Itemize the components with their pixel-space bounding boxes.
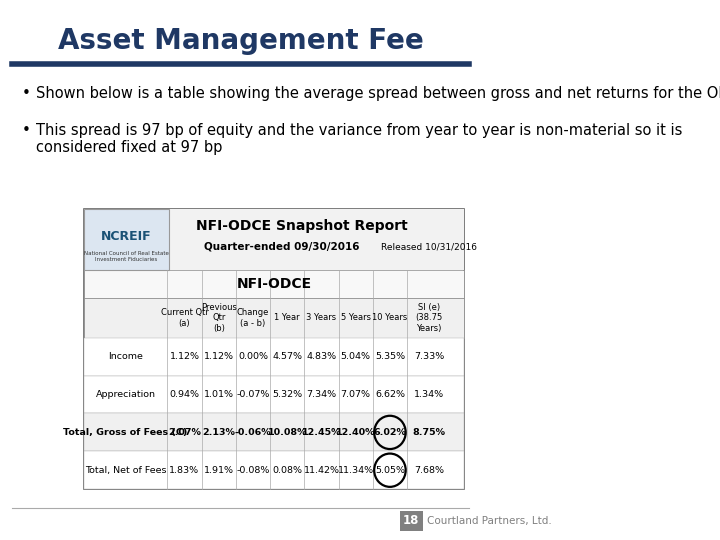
Bar [84,298,464,338]
Text: Total, Gross of Fees (C): Total, Gross of Fees (C) [63,428,188,437]
Text: -0.08%: -0.08% [236,465,270,475]
Text: 0.08%: 0.08% [272,465,302,475]
Text: 1.91%: 1.91% [204,465,234,475]
Text: 5 Years: 5 Years [341,313,371,322]
Text: 12.45%: 12.45% [302,428,341,437]
Text: •: • [22,86,31,100]
Bar [84,376,464,414]
Text: Appreciation: Appreciation [96,390,156,399]
Text: 1.12%: 1.12% [169,352,199,361]
Text: 10 Years: 10 Years [372,313,408,322]
Text: Released 10/31/2016: Released 10/31/2016 [381,242,477,251]
Text: -0.06%: -0.06% [235,428,271,437]
Text: 8.75%: 8.75% [413,428,446,437]
Text: 10.08%: 10.08% [267,428,307,437]
Text: 4.83%: 4.83% [307,352,336,361]
Text: 7.68%: 7.68% [414,465,444,475]
Text: 2.13%: 2.13% [202,428,235,437]
Text: Change
(a - b): Change (a - b) [237,308,269,328]
Bar [84,208,464,270]
Text: 7.33%: 7.33% [414,352,444,361]
Text: Previous
Qtr
(b): Previous Qtr (b) [201,303,237,333]
Text: 6.02%: 6.02% [374,428,406,437]
Bar [84,414,464,451]
Text: Current Qtr
(a): Current Qtr (a) [161,308,208,328]
Text: NCREIF: NCREIF [101,230,152,242]
Bar [84,338,464,376]
Text: 3 Years: 3 Years [307,313,336,322]
Text: Asset Management Fee: Asset Management Fee [58,27,423,55]
Text: 2.07%: 2.07% [168,428,201,437]
Text: Quarter-ended 09/30/2016: Quarter-ended 09/30/2016 [204,241,359,252]
Bar [400,510,423,531]
Text: 0.00%: 0.00% [238,352,268,361]
Text: 11.34%: 11.34% [338,465,374,475]
Text: 11.42%: 11.42% [303,465,339,475]
Text: 7.07%: 7.07% [341,390,371,399]
Text: Shown below is a table showing the average spread between gross and net returns : Shown below is a table showing the avera… [36,86,720,100]
Text: SI (e)
(38.75
Years): SI (e) (38.75 Years) [415,303,443,333]
Bar [84,270,464,298]
Text: 1.01%: 1.01% [204,390,234,399]
Text: -0.07%: -0.07% [236,390,270,399]
Text: 0.94%: 0.94% [169,390,199,399]
Text: 7.34%: 7.34% [307,390,336,399]
Text: 6.62%: 6.62% [375,390,405,399]
Text: 18: 18 [403,514,420,527]
Text: 5.04%: 5.04% [341,352,371,361]
Text: Courtland Partners, Ltd.: Courtland Partners, Ltd. [427,516,552,525]
Text: Total, Net of Fees: Total, Net of Fees [85,465,166,475]
Text: 5.05%: 5.05% [375,465,405,475]
Text: 12.40%: 12.40% [336,428,375,437]
Text: 5.35%: 5.35% [375,352,405,361]
Text: Income: Income [108,352,143,361]
Text: 1.34%: 1.34% [414,390,444,399]
Text: 1.12%: 1.12% [204,352,234,361]
Text: 5.32%: 5.32% [272,390,302,399]
Text: 1.83%: 1.83% [169,465,199,475]
Bar [84,208,169,270]
Text: National Council of Real Estate
Investment Fiduciaries: National Council of Real Estate Investme… [84,251,169,262]
Text: NFI-ODCE Snapshot Report: NFI-ODCE Snapshot Report [196,219,408,233]
Text: •: • [22,123,31,138]
Bar [84,208,464,489]
Bar [84,451,464,489]
Text: 1 Year: 1 Year [274,313,300,322]
Text: This spread is 97 bp of equity and the variance from year to year is non-materia: This spread is 97 bp of equity and the v… [36,123,683,156]
Text: NFI-ODCE: NFI-ODCE [236,277,312,291]
Text: 4.57%: 4.57% [272,352,302,361]
